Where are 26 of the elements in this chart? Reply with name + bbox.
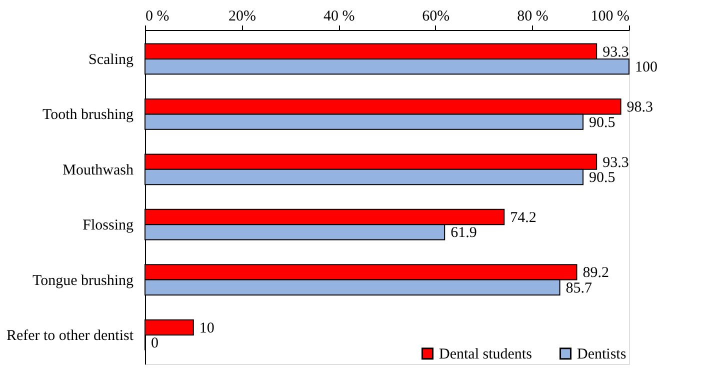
x-tick-label: 80 % bbox=[517, 8, 548, 24]
data-label: 93.3 bbox=[602, 44, 629, 60]
data-label: 10 bbox=[199, 320, 214, 336]
x-tick-label: 0 % bbox=[146, 8, 170, 24]
x-tick-label: 60% bbox=[422, 8, 450, 24]
y-tick-label: Flossing bbox=[82, 218, 134, 234]
y-tick-label: Tongue brushing bbox=[32, 272, 134, 289]
data-label: 93.3 bbox=[602, 154, 629, 171]
x-tick-label: 20% bbox=[228, 8, 256, 24]
legend-label: Dentists bbox=[577, 346, 626, 363]
data-label: 61.9 bbox=[450, 225, 477, 242]
data-label: 90.5 bbox=[589, 170, 616, 186]
data-label: 90.5 bbox=[589, 114, 616, 131]
data-label: 85.7 bbox=[566, 280, 593, 296]
data-label: 89.2 bbox=[582, 265, 609, 282]
data-label: 0 bbox=[151, 336, 158, 352]
y-tick-label: Refer to other dentist bbox=[6, 328, 134, 344]
y-tick-label: Scaling bbox=[88, 52, 134, 68]
x-tick-label: 40 % bbox=[323, 8, 355, 24]
data-label: 74.2 bbox=[510, 210, 536, 226]
x-tick-label: 100 % bbox=[590, 8, 630, 24]
y-tick-label: Tooth brushing bbox=[42, 107, 134, 124]
data-label: 100 bbox=[635, 60, 658, 76]
legend-label: Dental students bbox=[439, 346, 532, 363]
data-label: 98.3 bbox=[626, 100, 654, 116]
y-tick-label: Mouthwash bbox=[62, 162, 134, 178]
